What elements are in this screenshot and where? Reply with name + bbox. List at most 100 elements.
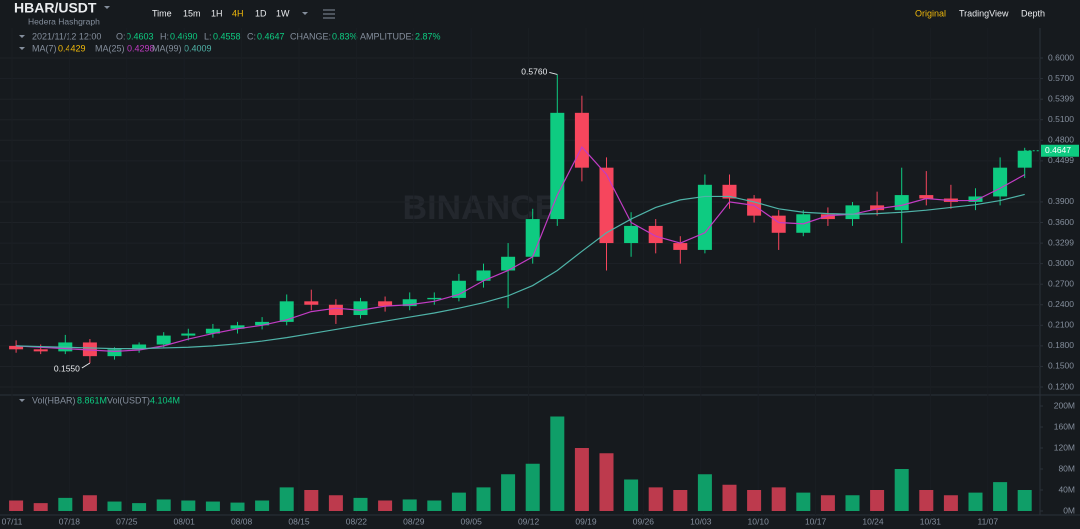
y-tick-label: 0.4800	[1048, 135, 1074, 145]
candle-body	[378, 301, 393, 307]
candle-body	[402, 299, 417, 307]
volume-bar	[550, 416, 565, 511]
ohlc-info: 2021/11/12 12:00 O: 0.4603 H: 0.4690 L: …	[32, 31, 441, 41]
candle-body	[156, 335, 171, 345]
candle-body	[968, 196, 983, 202]
y-tick-label: 0.2100	[1048, 320, 1074, 330]
volume-bar	[255, 500, 270, 511]
label: AMPLITUDE:	[360, 31, 414, 41]
volume-bar	[476, 487, 491, 511]
candle-body	[525, 219, 540, 257]
x-tick-label: 08/29	[403, 516, 425, 526]
legend-name: MA(99)	[152, 43, 182, 53]
candle-body	[328, 304, 343, 316]
volume-bar	[501, 474, 516, 511]
view-tab[interactable]: Original	[915, 8, 946, 18]
volume-bar	[697, 474, 712, 511]
candle-body	[476, 270, 491, 281]
candle-body	[697, 184, 712, 250]
settings-icon[interactable]	[323, 9, 335, 19]
candle-body	[993, 167, 1008, 197]
symbol-dropdown[interactable]	[104, 6, 110, 9]
volume-bar	[574, 448, 589, 511]
legend-value: 0.4009	[184, 43, 212, 53]
interval-button[interactable]: 1D	[255, 8, 267, 18]
y-tick-label: 0.5399	[1048, 93, 1074, 103]
time: 2021/11/12 12:00	[32, 31, 101, 41]
candle-body	[820, 214, 835, 220]
interval-button[interactable]: 1W	[276, 8, 290, 18]
interval-button[interactable]: 4H	[232, 8, 244, 18]
annotation: 0.1550	[54, 363, 80, 373]
candle-body	[9, 345, 24, 350]
volume-bar	[673, 490, 688, 511]
x-tick-label: 08/15	[288, 516, 310, 526]
volume-bar	[747, 490, 762, 511]
view-tab[interactable]: Depth	[1021, 8, 1045, 18]
interval-button[interactable]: 1H	[211, 8, 223, 18]
value: 0.4647	[257, 31, 285, 41]
x-tick-label: 10/31	[920, 516, 942, 526]
candle-body	[255, 321, 270, 326]
candle-body	[181, 333, 196, 336]
volume-bar	[132, 503, 147, 511]
volume-bar	[230, 502, 245, 511]
interval-button[interactable]: 15m	[183, 8, 201, 18]
label: L:	[204, 31, 212, 41]
candle-body	[870, 205, 885, 211]
y-tick-label: 0.3900	[1048, 196, 1074, 206]
volume-bar	[427, 500, 442, 511]
candle-body	[451, 280, 466, 298]
x-tick-label: 07/11	[2, 516, 23, 526]
price-tag-label: 0.4647	[1045, 145, 1071, 155]
y-tick-label: 0.5700	[1048, 73, 1074, 83]
x-tick-label: 11/07	[977, 516, 998, 526]
volume-bar	[993, 482, 1008, 511]
volume-bar	[722, 484, 737, 511]
candle-body	[894, 195, 909, 211]
value: 0.4558	[213, 31, 241, 41]
candle-body	[673, 243, 688, 250]
volume-bar	[156, 499, 171, 511]
y-tick-label: 0.4499	[1048, 155, 1074, 165]
price-tag	[1041, 144, 1079, 157]
y-tick-label: 0.3600	[1048, 217, 1074, 227]
x-tick-label: 07/25	[116, 516, 138, 526]
candle-body	[205, 328, 220, 334]
candle-body	[624, 225, 639, 244]
candle-body	[771, 215, 786, 233]
legend-value: 0.4429	[58, 43, 86, 53]
y-tick-label: 0.6000	[1048, 52, 1074, 62]
y-tick-label: 0.1500	[1048, 361, 1074, 371]
x-tick-label: 10/10	[748, 516, 770, 526]
y-tick-label: 0.1200	[1048, 381, 1074, 391]
volume-bar	[181, 500, 196, 511]
volume-bar	[894, 469, 909, 511]
y-tick-label: 0.2700	[1048, 278, 1074, 288]
volume-bar	[599, 453, 614, 511]
volume-bar	[33, 503, 48, 511]
candle-body	[304, 301, 319, 305]
volume-tick-label: 40M	[1058, 484, 1075, 494]
x-tick-label: 09/26	[633, 516, 655, 526]
annotation-line	[549, 71, 558, 75]
volume-bar	[771, 487, 786, 511]
candle-body	[33, 349, 48, 352]
value: 0.83%	[332, 31, 358, 41]
candle-body	[845, 205, 860, 220]
volume-value: 4.104M	[150, 395, 180, 405]
interval-button[interactable]: Time	[152, 8, 172, 18]
volume-bar	[9, 500, 24, 511]
volume-tick-label: 120M	[1054, 442, 1075, 452]
interval-dropdown[interactable]	[302, 12, 308, 15]
view-tab[interactable]: TradingView	[959, 8, 1009, 18]
candle-body	[722, 184, 737, 199]
candle-body	[230, 325, 245, 329]
candle-body	[353, 301, 368, 316]
label: CHANGE:	[290, 31, 331, 41]
value: 0.4603	[126, 31, 154, 41]
volume-tick-label: 200M	[1054, 400, 1075, 410]
volume-bar	[919, 490, 934, 511]
